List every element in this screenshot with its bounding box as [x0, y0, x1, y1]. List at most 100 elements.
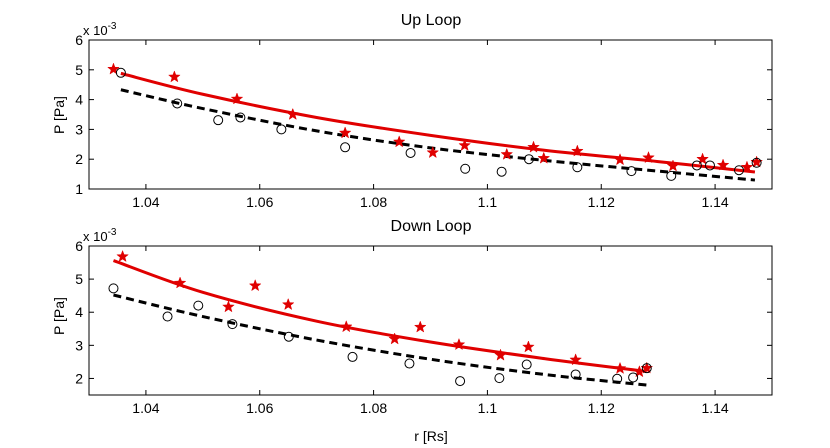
down-loop-star-point: [222, 300, 235, 313]
up-loop-circle-point: [115, 67, 126, 78]
up-loop-circle-point: [276, 124, 287, 135]
up-loop-panel: Up Loop x 10-3 P [Pa] 1.04 1.06 1.08 1.1 1.1…: [51, 12, 773, 210]
up-loop-ylabel: P [Pa]: [51, 96, 67, 134]
up-loop-circle-point: [666, 170, 677, 181]
up-loop-star-point: [613, 153, 627, 166]
up-loop-circle-point: [572, 162, 583, 173]
up-loop-star-point: [696, 152, 709, 165]
up-loop-star-point: [642, 150, 655, 164]
down-loop-star-point: [522, 340, 535, 353]
down-loop-star-point: [248, 279, 262, 292]
down-loop-ytick-label: 2: [75, 370, 83, 386]
up-loop-circle-point: [733, 165, 744, 176]
up-loop-star-point: [740, 160, 754, 173]
up-loop-exponent-power: -3: [108, 21, 117, 32]
up-loop-xtick-label: 1.04: [132, 194, 159, 210]
down-loop-star-point: [632, 365, 646, 378]
down-loop-star-point: [613, 361, 627, 374]
up-loop-title: Up Loop: [401, 12, 462, 29]
up-loop-circle-point: [523, 154, 534, 165]
up-loop-exponent-base: x 10: [83, 23, 108, 38]
up-loop-dashed-fit-line: [120, 88, 756, 182]
up-loop-xtick-label: 1.08: [360, 194, 387, 210]
down-loop-star-point: [569, 353, 583, 366]
down-loop-ytick-label: 6: [75, 238, 83, 254]
down-loop-solid-fit-line: [112, 259, 647, 373]
up-loop-circle-point: [691, 160, 702, 171]
down-loop-star-point: [116, 249, 129, 263]
down-loop-star-point: [388, 332, 402, 345]
up-loop-star-point: [458, 138, 472, 151]
up-loop-circle-point: [496, 166, 507, 177]
down-loop-xlabel: r [Rs]: [414, 428, 447, 444]
down-loop-star-point: [339, 320, 353, 333]
up-loop-circle-point: [235, 112, 246, 123]
down-loop-circle-point: [347, 351, 358, 362]
up-loop-circle-point: [751, 157, 762, 168]
up-loop-ytick-label: 5: [75, 62, 83, 78]
down-loop-xtick-label: 1.14: [701, 400, 728, 416]
up-loop-star-point: [537, 151, 551, 164]
down-loop-circle-point: [283, 331, 294, 342]
up-loop-xtick-label: 1.1: [478, 194, 498, 210]
down-loop-star-point: [494, 348, 507, 361]
up-loop-xtick-label: 1.12: [588, 194, 615, 210]
down-loop-circle-point: [193, 300, 204, 311]
up-loop-circle-point: [704, 160, 715, 171]
up-loop-star-point: [286, 107, 300, 120]
up-loop-solid-fit-line: [120, 71, 756, 174]
down-loop-star-point: [173, 276, 187, 289]
up-loop-circle-point: [405, 147, 416, 158]
up-loop-axes-box: [88, 39, 773, 190]
up-loop-ytick-label: 3: [75, 121, 83, 137]
down-loop-circle-point: [570, 369, 581, 380]
up-loop-circle-point: [213, 115, 224, 126]
down-loop-circle-point: [641, 363, 652, 374]
down-loop-circle-point: [108, 283, 119, 294]
down-loop-xtick-label: 1.04: [132, 400, 159, 416]
up-loop-ytick-label: 2: [75, 151, 83, 167]
down-loop-ytick-label: 5: [75, 271, 83, 287]
up-loop-circle-point: [340, 142, 351, 153]
down-loop-star-point: [281, 297, 295, 311]
down-loop-xtick-label: 1.1: [478, 400, 498, 416]
down-loop-exponent: x 10-3: [83, 227, 117, 244]
down-loop-axes-box: [88, 245, 773, 396]
up-loop-star-point: [392, 135, 406, 148]
down-loop-circle-point: [521, 359, 532, 370]
up-loop-circle-point: [172, 98, 183, 109]
up-loop-star-point: [338, 126, 352, 139]
down-loop-circle-point: [494, 373, 505, 384]
down-loop-circle-point: [404, 358, 415, 369]
up-loop-xtick-label: 1.14: [701, 194, 728, 210]
up-loop-star-point: [500, 147, 514, 160]
up-loop-star-point: [570, 144, 584, 157]
down-loop-exponent-base: x 10: [83, 229, 108, 244]
up-loop-xtick-label: 1.06: [246, 194, 273, 210]
down-loop-title: Down Loop: [391, 218, 472, 235]
up-loop-circle-point: [626, 166, 637, 177]
down-loop-xtick-label: 1.06: [246, 400, 273, 416]
up-loop-star-point: [426, 145, 440, 159]
down-loop-circle-point: [455, 376, 466, 387]
down-loop-xtick-label: 1.08: [360, 400, 387, 416]
up-loop-star-point: [527, 140, 540, 153]
down-loop-panel: Down Loop x 10-3 P [Pa] r [Rs] 1.04 1.06 1…: [51, 218, 773, 444]
down-loop-star-point: [452, 337, 466, 351]
up-loop-ytick-label: 1: [75, 181, 83, 197]
down-loop-ylabel: P [Pa]: [51, 297, 67, 335]
down-loop-circle-point: [628, 372, 639, 383]
down-loop-exponent-power: -3: [108, 227, 117, 238]
down-loop-circle-point: [227, 319, 238, 330]
up-loop-exponent: x 10-3: [83, 21, 117, 38]
up-loop-star-point: [167, 70, 181, 83]
up-loop-star-point: [230, 92, 244, 105]
down-loop-star-point: [413, 320, 427, 333]
up-loop-star-point: [666, 159, 680, 172]
up-loop-circle-point: [460, 163, 471, 174]
up-loop-star-point: [716, 158, 730, 171]
down-loop-circle-point: [612, 373, 623, 384]
down-loop-ytick-label: 4: [75, 304, 83, 320]
up-loop-ytick-label: 4: [75, 92, 83, 108]
